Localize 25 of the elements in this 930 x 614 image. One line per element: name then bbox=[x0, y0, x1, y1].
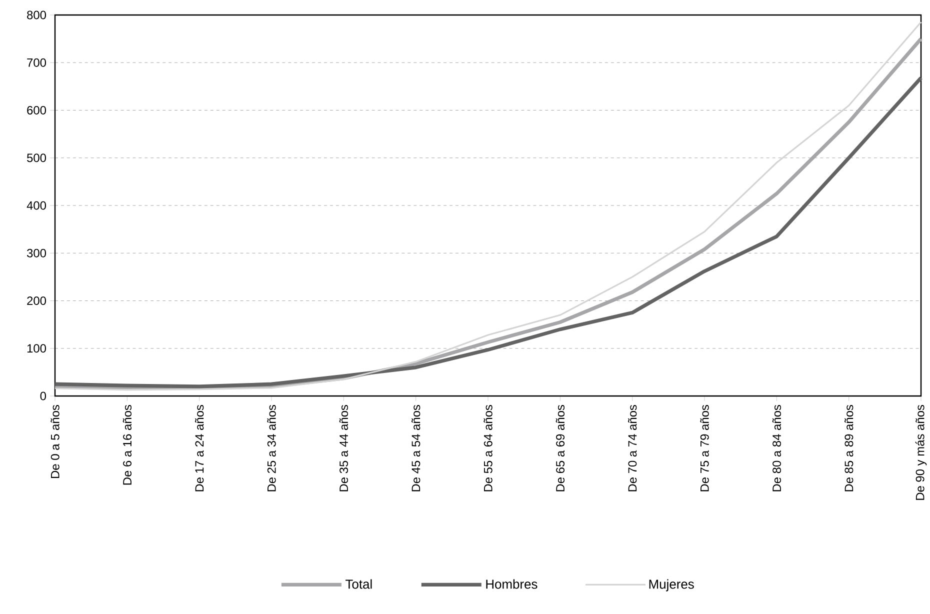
y-tick-label: 400 bbox=[26, 201, 46, 210]
y-tick-label: 700 bbox=[27, 58, 46, 67]
y-tick-label: 100 bbox=[27, 344, 46, 353]
x-tick-label: De 90 y más años bbox=[915, 404, 927, 500]
y-tick-label: 600 bbox=[27, 106, 46, 114]
legend-label: Hombres bbox=[486, 579, 538, 589]
x-tick-label: De 6 a 16 años bbox=[122, 404, 132, 485]
y-tick-label: 800 bbox=[27, 10, 46, 20]
y-tick-label: 300 bbox=[26, 248, 46, 258]
y-tick-label: 500 bbox=[27, 154, 46, 162]
x-tick-label: De 25 a 34 años bbox=[267, 404, 276, 492]
y-tick-label: 200 bbox=[27, 296, 46, 305]
x-tick-label: De 75 a 79 años bbox=[700, 404, 709, 492]
y-tick-label: 0 bbox=[40, 392, 46, 400]
x-tick-label: De 0 a 5 años bbox=[50, 404, 60, 478]
x-tick-label: De 70 a 74 años bbox=[628, 404, 637, 492]
x-tick-label: De 45 a 54 años bbox=[411, 404, 420, 492]
x-tick-label: De 85 a 89 años bbox=[844, 404, 854, 492]
x-tick-label: De 65 a 69 años bbox=[556, 404, 565, 492]
legend-label: Mujeres bbox=[649, 579, 694, 592]
x-tick-label: De 80 a 84 años bbox=[772, 404, 782, 492]
x-tick-label: De 55 a 64 años bbox=[484, 404, 492, 492]
x-tick-label: De 17 a 24 años bbox=[194, 404, 204, 492]
x-tick-label: De 35 a 44 años bbox=[339, 404, 348, 492]
legend-label: Total bbox=[346, 579, 372, 589]
